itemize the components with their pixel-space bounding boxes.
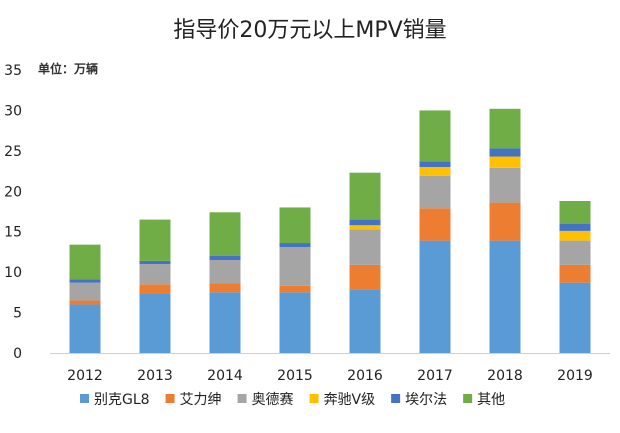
legend-label: 奔驰V级 (324, 392, 376, 408)
bar-segment (279, 243, 311, 248)
x-tick-label: 2012 (67, 368, 103, 384)
bar-segment (69, 244, 101, 280)
legend-swatch (237, 394, 247, 403)
bar-segment (349, 225, 381, 230)
bar-segment (139, 284, 171, 294)
bar-segment (209, 292, 241, 353)
x-tick-label: 2013 (137, 368, 173, 384)
bar-segment (69, 279, 101, 283)
bar-segment (419, 110, 451, 162)
bar-segment (489, 148, 521, 157)
legend-label: 埃尔法 (405, 392, 447, 408)
legend-swatch (391, 394, 401, 403)
bar-segment (139, 260, 171, 265)
bar-segment (279, 292, 311, 353)
bar-segment (489, 108, 521, 149)
y-axis: 0 5 10 15 20 25 30 35 (4, 63, 22, 362)
bar-segment (69, 304, 101, 353)
bar-segment (209, 260, 241, 284)
y-tick-label: 0 (13, 346, 22, 362)
legend-swatch (80, 394, 89, 403)
unit-label: 单位：万辆 (38, 62, 99, 76)
legend-label: 奥德赛 (252, 391, 294, 408)
y-tick-label: 35 (4, 63, 22, 79)
x-axis: 2012 2013 2014 2015 2016 2017 2018 2019 (50, 353, 610, 384)
bar-segment (419, 208, 451, 241)
bar-segment (69, 300, 101, 305)
legend-label: 别克GL8 (94, 392, 150, 408)
y-tick-label: 20 (4, 184, 22, 200)
legend-label: 其他 (477, 392, 505, 408)
bar-segment (559, 230, 591, 241)
x-tick-label: 2014 (207, 368, 243, 384)
bar-segment (349, 219, 381, 226)
bar-segment (489, 202, 521, 241)
bar-segment (559, 282, 591, 353)
bar-segment (349, 229, 381, 265)
bar-segment (489, 240, 521, 353)
legend-swatch (463, 394, 473, 403)
legend-swatch (165, 394, 175, 403)
bar-segment (559, 240, 591, 265)
bar-segment (139, 293, 171, 353)
bar-segment (349, 172, 381, 220)
bar-segment (69, 282, 101, 301)
bar-segment (559, 200, 591, 224)
x-tick-label: 2015 (277, 368, 313, 384)
bar-segment (419, 175, 451, 209)
bar-segment (559, 264, 591, 283)
y-tick-label: 30 (4, 103, 22, 119)
bar-segment (489, 156, 521, 168)
y-tick-label: 5 (13, 306, 22, 322)
y-tick-label: 25 (4, 144, 22, 160)
bar-segment (419, 240, 451, 353)
legend-swatch (309, 394, 319, 403)
y-tick-label: 10 (4, 265, 22, 281)
x-tick-label: 2016 (347, 368, 383, 384)
bar-segment (349, 289, 381, 353)
bar-segment (209, 255, 241, 261)
bar-segment (419, 161, 451, 168)
x-tick-label: 2017 (417, 368, 453, 384)
bar-segment (279, 247, 311, 286)
bar-segment (139, 264, 171, 285)
y-tick-label: 15 (4, 225, 22, 241)
bar-segment (209, 212, 241, 256)
bar-segment (279, 285, 311, 293)
x-tick-label: 2018 (487, 368, 523, 384)
bar-segment (559, 223, 591, 231)
bar-segment (209, 283, 241, 293)
chart-title: 指导价20万元以上MPV销量 (173, 18, 447, 43)
bar-segment (489, 167, 521, 203)
bar-segment (349, 264, 381, 290)
bar-segment (419, 167, 451, 176)
legend-label: 艾力绅 (180, 392, 222, 408)
bars (69, 108, 591, 353)
legend: 别克GL8 艾力绅 奥德赛 奔驰V级 埃尔法 其他 (80, 391, 505, 408)
x-tick-label: 2019 (557, 368, 593, 384)
bar-segment (279, 207, 311, 244)
bar-segment (139, 219, 171, 261)
